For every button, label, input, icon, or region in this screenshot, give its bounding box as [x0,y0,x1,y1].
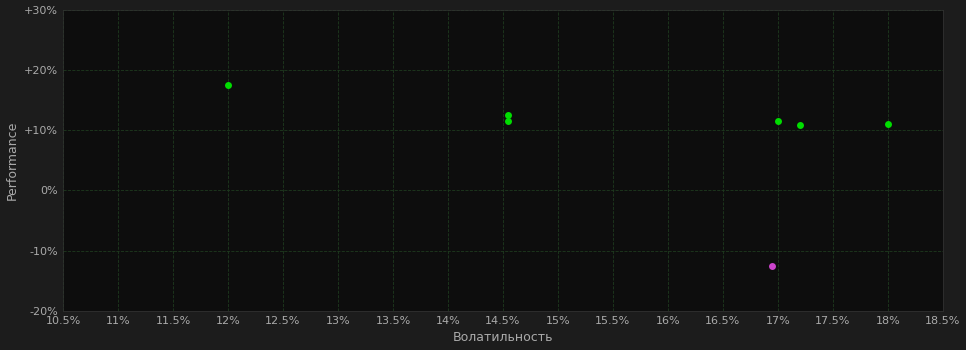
Point [792,122,808,128]
Y-axis label: Performance: Performance [6,121,18,200]
X-axis label: Волатильность: Волатильность [453,331,554,344]
Point [770,118,785,124]
Point [500,118,516,124]
Point [880,121,895,127]
Point [220,82,236,88]
Point [500,112,516,118]
Point [765,263,781,268]
